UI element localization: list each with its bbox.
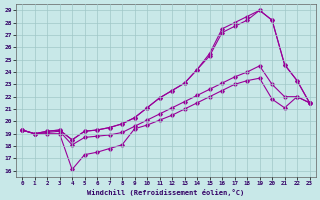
X-axis label: Windchill (Refroidissement éolien,°C): Windchill (Refroidissement éolien,°C) — [87, 189, 244, 196]
